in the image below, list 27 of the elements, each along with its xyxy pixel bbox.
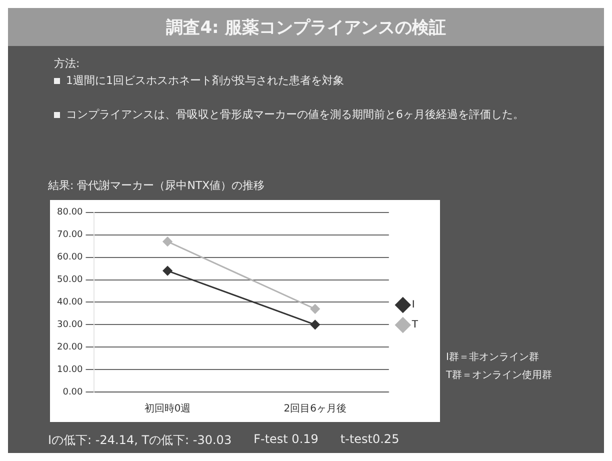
x-tick-label: 初回時0週 bbox=[144, 402, 191, 415]
y-tick-label: 50.00 bbox=[57, 275, 84, 286]
y-tick-label: 80.00 bbox=[57, 208, 84, 218]
x-tick-label: 2回目6ヶ月後 bbox=[284, 402, 346, 415]
chart-subtitle: 結果: 骨代謝マーカー（尿中NTX値）の推移 bbox=[48, 178, 265, 193]
y-tick-label: 10.00 bbox=[57, 364, 84, 375]
legend-label: I bbox=[412, 300, 415, 311]
text: t-test0.25 bbox=[340, 432, 400, 448]
y-tick-label: 60.00 bbox=[57, 252, 84, 263]
y-tick-label: 70.00 bbox=[57, 230, 84, 240]
text: I群＝非オンライン群 bbox=[446, 350, 539, 364]
text: F-test 0.19 bbox=[254, 432, 318, 448]
text: 方法: bbox=[54, 56, 80, 71]
point bbox=[310, 320, 320, 330]
point bbox=[310, 304, 320, 314]
y-tick-label: 20.00 bbox=[57, 342, 84, 352]
text: Iの低下: -24.14, Tの低下: -30.03 bbox=[48, 432, 232, 449]
point bbox=[162, 236, 172, 246]
text: コンプライアンスは、骨吸収と骨形成マーカーの値を測る期間前と6ヶ月後経過を評価した。 bbox=[65, 108, 525, 122]
text: T群＝オンライン使用群 bbox=[446, 369, 552, 382]
y-tick-label: 30.00 bbox=[57, 320, 84, 330]
text: 1週間に1回ビスホスホネート剤が投与された患者を対象 bbox=[65, 74, 345, 88]
y-tick-label: 40.00 bbox=[57, 298, 84, 308]
legend-label: T bbox=[410, 320, 419, 331]
chart-title: 調査4: 服薬コンプライアンスの検証 bbox=[8, 8, 604, 46]
point bbox=[162, 266, 172, 276]
y-tick-label: 0.00 bbox=[62, 387, 84, 398]
